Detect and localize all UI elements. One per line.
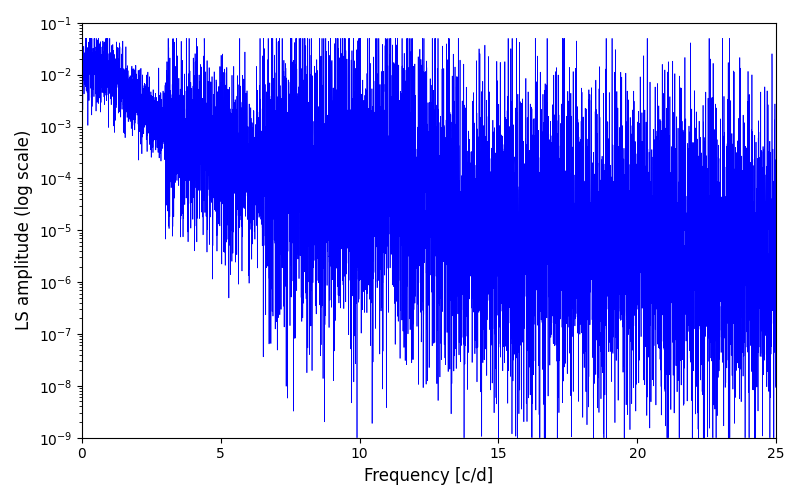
X-axis label: Frequency [c/d]: Frequency [c/d]	[364, 467, 494, 485]
Y-axis label: LS amplitude (log scale): LS amplitude (log scale)	[15, 130, 33, 330]
